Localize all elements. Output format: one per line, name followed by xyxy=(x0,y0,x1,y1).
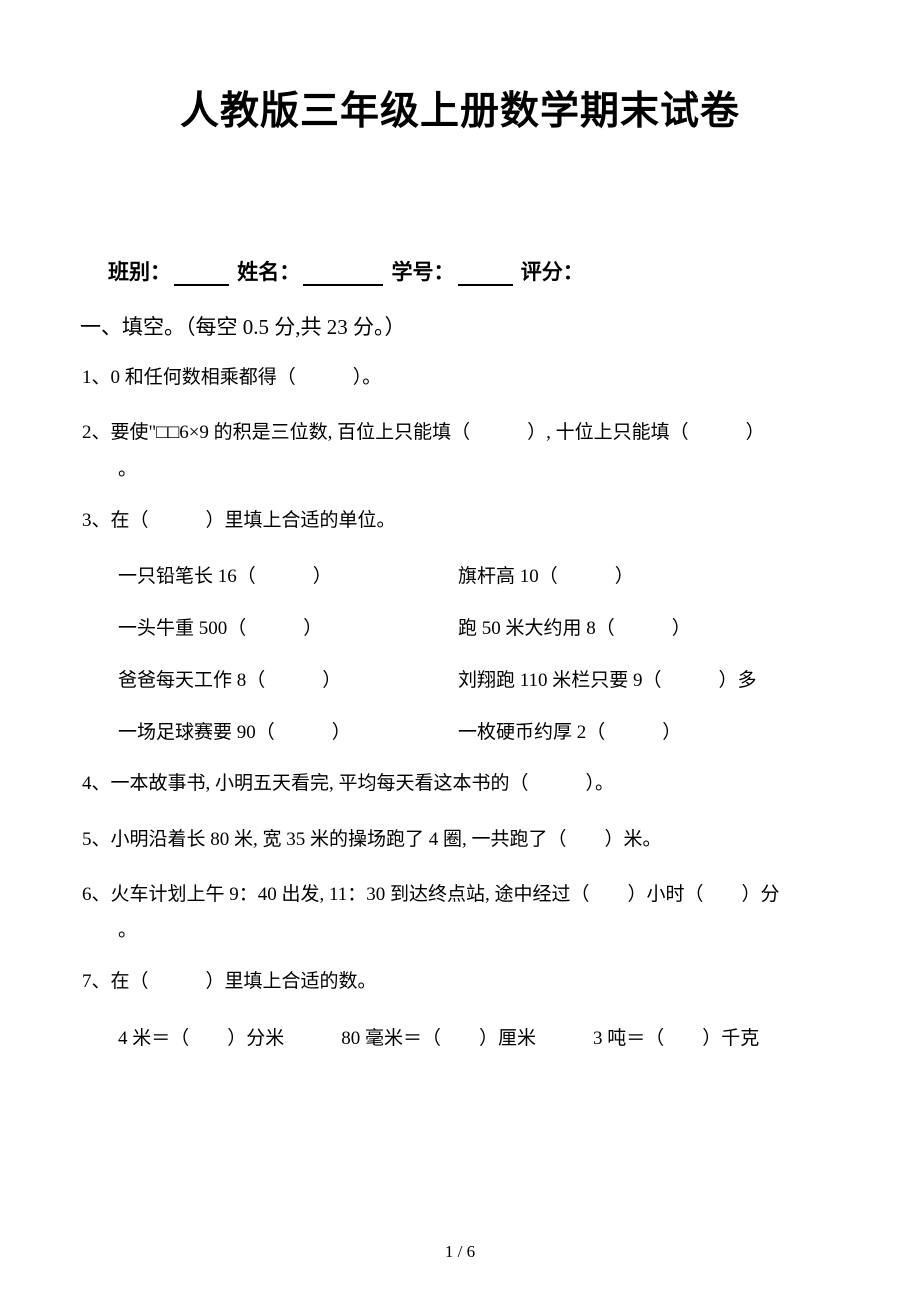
q3-item-2-left: 一头牛重 500（ ） xyxy=(118,613,458,640)
id-underline xyxy=(458,265,513,286)
class-label: 班别： xyxy=(108,260,171,284)
q3-row-1: 一只铅笔长 16（ ） 旗杆高 10（ ） xyxy=(118,561,840,588)
question-3-items: 一只铅笔长 16（ ） 旗杆高 10（ ） 一头牛重 500（ ） 跑 50 米… xyxy=(80,561,840,744)
q3-item-4-right: 一枚硬币约厚 2（ ） xyxy=(458,717,840,744)
id-label: 学号： xyxy=(392,260,455,284)
q3-item-1-left: 一只铅笔长 16（ ） xyxy=(118,561,458,588)
q3-item-3-right: 刘翔跑 110 米栏只要 9（ ）多 xyxy=(458,665,840,692)
question-4: 4、一本故事书, 小明五天看完, 平均每天看这本书的（ ）。 xyxy=(80,769,840,799)
name-label: 姓名： xyxy=(237,260,300,284)
question-7-items: 4 米＝（ ）分米 80 毫米＝（ ）厘米 3 吨＝（ ）千克 xyxy=(80,1023,840,1050)
section-1-header: 一、填空。（每空 0.5 分,共 23 分。） xyxy=(80,311,840,341)
q3-item-4-left: 一场足球赛要 90（ ） xyxy=(118,717,458,744)
q3-item-3-left: 爸爸每天工作 8（ ） xyxy=(118,665,458,692)
q3-item-1-right: 旗杆高 10（ ） xyxy=(458,561,840,588)
student-info-line: 班别： 姓名： 学号： 评分： xyxy=(80,256,840,286)
name-underline xyxy=(303,265,383,286)
q7-line-1: 4 米＝（ ）分米 80 毫米＝（ ）厘米 3 吨＝（ ）千克 xyxy=(118,1023,759,1050)
question-1: 1、0 和任何数相乘都得（ ）。 xyxy=(80,363,840,393)
q3-row-4: 一场足球赛要 90（ ） 一枚硬币约厚 2（ ） xyxy=(118,717,840,744)
question-5: 5、小明沿着长 80 米, 宽 35 米的操场跑了 4 圈, 一共跑了（ ）米。 xyxy=(80,825,840,855)
question-2: 2、要使"□□6×9 的积是三位数, 百位上只能填（ ）, 十位上只能填（ ） xyxy=(80,418,840,448)
question-2-cont: 。 xyxy=(80,454,840,481)
score-label: 评分： xyxy=(521,260,584,284)
question-7: 7、在（ ）里填上合适的数。 xyxy=(80,967,840,997)
question-6-cont: 。 xyxy=(80,915,840,942)
q7-row-1: 4 米＝（ ）分米 80 毫米＝（ ）厘米 3 吨＝（ ）千克 xyxy=(118,1023,840,1050)
q3-row-2: 一头牛重 500（ ） 跑 50 米大约用 8（ ） xyxy=(118,613,840,640)
question-6: 6、火车计划上午 9：40 出发, 11：30 到达终点站, 途中经过（ ）小时… xyxy=(80,880,840,910)
q3-row-3: 爸爸每天工作 8（ ） 刘翔跑 110 米栏只要 9（ ）多 xyxy=(118,665,840,692)
page-number: 1 / 6 xyxy=(0,1242,920,1262)
exam-title: 人教版三年级上册数学期末试卷 xyxy=(80,80,840,136)
question-3: 3、在（ ）里填上合适的单位。 xyxy=(80,506,840,536)
class-underline xyxy=(174,265,229,286)
q3-item-2-right: 跑 50 米大约用 8（ ） xyxy=(458,613,840,640)
